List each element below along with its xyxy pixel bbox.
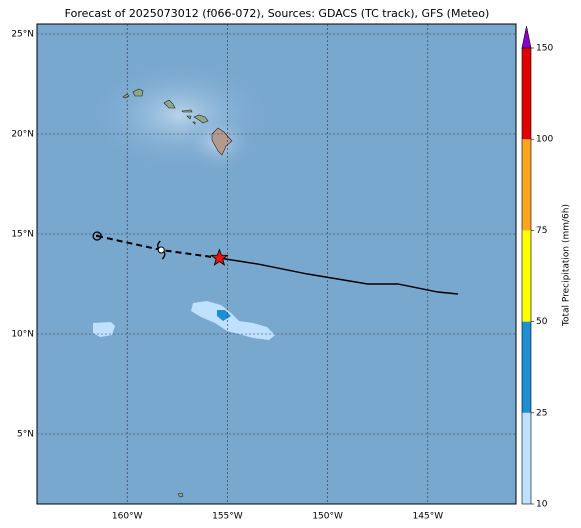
island xyxy=(122,93,130,99)
colorbar-segment xyxy=(522,321,531,413)
colorbar-tick-label: 75 xyxy=(536,226,547,236)
colorbar-tick-label: 100 xyxy=(536,135,553,145)
colorbar-segment xyxy=(522,139,531,231)
colorbar-segment xyxy=(522,412,531,504)
forecast-track xyxy=(219,257,458,295)
current-position xyxy=(210,248,229,266)
island xyxy=(193,114,209,124)
colorbar-frame xyxy=(521,47,532,505)
colorbar-label: Total Precipitation (mm/6h) xyxy=(562,204,572,327)
island xyxy=(192,121,196,125)
precip-area xyxy=(93,322,115,337)
lon-tick-label: 145°W xyxy=(413,512,444,522)
lat-tick-label: 25°N xyxy=(11,30,34,40)
map xyxy=(36,23,517,505)
title: Forecast of 2025073012 (f066-072), Sourc… xyxy=(65,7,490,20)
colorbar-tick-label: 10 xyxy=(536,500,548,510)
colorbar-segment xyxy=(522,48,531,140)
island xyxy=(211,127,233,156)
lat-tick-label: 20°N xyxy=(11,130,34,140)
lon-tick-label: 155°W xyxy=(212,512,243,522)
lat-tick-label: 5°N xyxy=(17,430,34,440)
precip-area xyxy=(191,301,275,340)
lat-tick-label: 15°N xyxy=(11,230,34,240)
colorbar-extend xyxy=(521,25,532,49)
start-dot xyxy=(95,234,99,238)
graticule xyxy=(37,24,516,504)
island xyxy=(181,109,193,113)
colorbar: 10 25 50 75 100 150 xyxy=(521,25,553,510)
colorbar-tick-label: 25 xyxy=(536,408,547,418)
map-frame xyxy=(36,23,517,505)
colorbar-segment xyxy=(522,230,531,322)
lon-tick-label: 150°W xyxy=(312,512,343,522)
lon-tick-label: 160°W xyxy=(112,512,143,522)
track xyxy=(92,231,458,295)
start-marker xyxy=(92,231,102,241)
island xyxy=(186,115,192,120)
island xyxy=(132,88,144,97)
islands xyxy=(122,88,233,498)
colorbar-tick-label: 150 xyxy=(536,44,553,54)
island xyxy=(163,99,176,109)
island xyxy=(177,492,184,498)
lat-tick-label: 10°N xyxy=(11,330,34,340)
storm-marker xyxy=(157,246,165,254)
colorbar-tick-label: 50 xyxy=(536,317,548,327)
